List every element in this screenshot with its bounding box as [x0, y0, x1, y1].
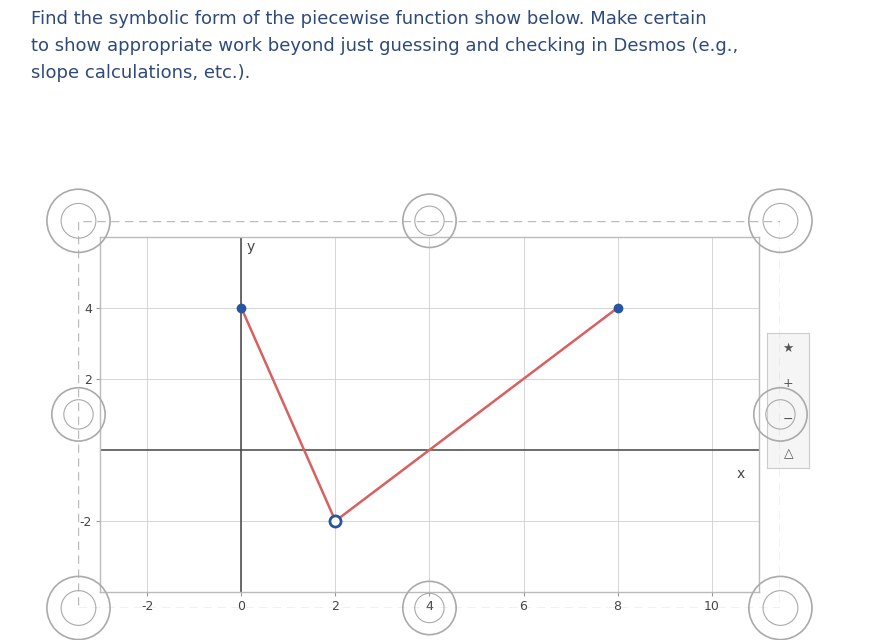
Text: x: x — [737, 467, 745, 481]
Text: Find the symbolic form of the piecewise function show below. Make certain
to sho: Find the symbolic form of the piecewise … — [31, 10, 738, 82]
Text: −: − — [783, 413, 794, 426]
Text: y: y — [247, 239, 255, 253]
Text: +: + — [783, 378, 794, 390]
Text: △: △ — [783, 448, 794, 461]
Text: ★: ★ — [783, 342, 794, 355]
